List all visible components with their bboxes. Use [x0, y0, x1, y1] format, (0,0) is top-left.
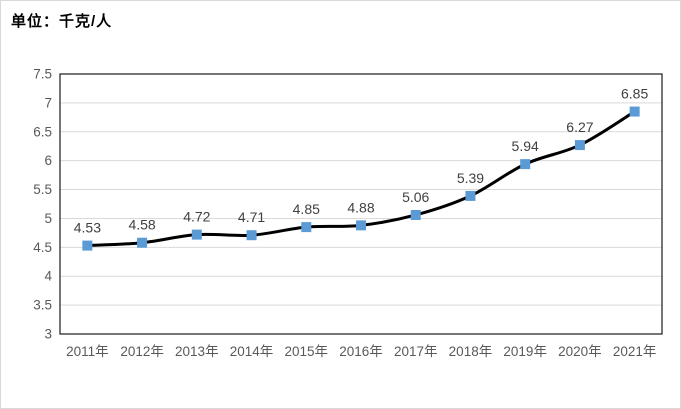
x-tick-label: 2020年 [558, 344, 602, 359]
data-point-marker [574, 140, 585, 151]
data-point-label: 4.85 [293, 201, 320, 217]
x-tick-label: 2011年 [66, 344, 109, 359]
data-point-marker [465, 190, 476, 201]
data-point-label: 5.39 [457, 170, 484, 186]
x-tick-label: 2017年 [394, 344, 438, 359]
data-point-label: 4.72 [183, 209, 210, 225]
data-point-marker [246, 230, 257, 241]
data-point-marker [629, 106, 640, 117]
x-tick-label: 2021年 [613, 344, 657, 359]
data-point-label: 5.94 [512, 138, 539, 154]
data-point-marker [82, 240, 93, 251]
y-tick-label: 5.5 [33, 182, 52, 197]
unit-label: 单位：千克/人 [11, 13, 113, 30]
y-tick-label: 6.5 [33, 124, 52, 139]
x-tick-label: 2016年 [339, 344, 383, 359]
y-tick-label: 4.5 [33, 240, 52, 255]
x-tick-label: 2013年 [175, 344, 219, 359]
plot-border [59, 73, 663, 335]
data-point-label: 6.27 [566, 119, 593, 135]
x-tick-label: 2014年 [230, 344, 274, 359]
data-point-marker [520, 159, 531, 170]
data-point-marker [301, 222, 312, 233]
y-tick-label: 5 [44, 211, 52, 226]
data-point-label: 4.53 [74, 220, 101, 236]
data-point-marker [356, 220, 366, 231]
y-tick-label: 7 [44, 95, 52, 110]
y-tick-label: 4 [44, 269, 52, 284]
x-tick-label: 2015年 [284, 344, 328, 359]
y-tick-label: 3.5 [33, 298, 52, 313]
data-point-label: 4.88 [347, 199, 374, 215]
data-point-label: 4.71 [238, 209, 265, 225]
data-point-label: 5.06 [402, 189, 429, 205]
data-point-marker [191, 229, 202, 240]
data-point-label: 4.58 [128, 217, 155, 233]
data-point-label: 6.85 [621, 86, 648, 102]
y-tick-label: 3 [44, 327, 52, 342]
x-tick-label: 2012年 [120, 344, 164, 359]
y-tick-label: 6 [44, 153, 52, 168]
y-tick-label: 7.5 [33, 67, 52, 82]
x-tick-label: 2019年 [503, 344, 547, 359]
x-tick-label: 2018年 [449, 344, 493, 359]
data-point-marker [410, 209, 421, 220]
data-point-marker [137, 237, 148, 248]
